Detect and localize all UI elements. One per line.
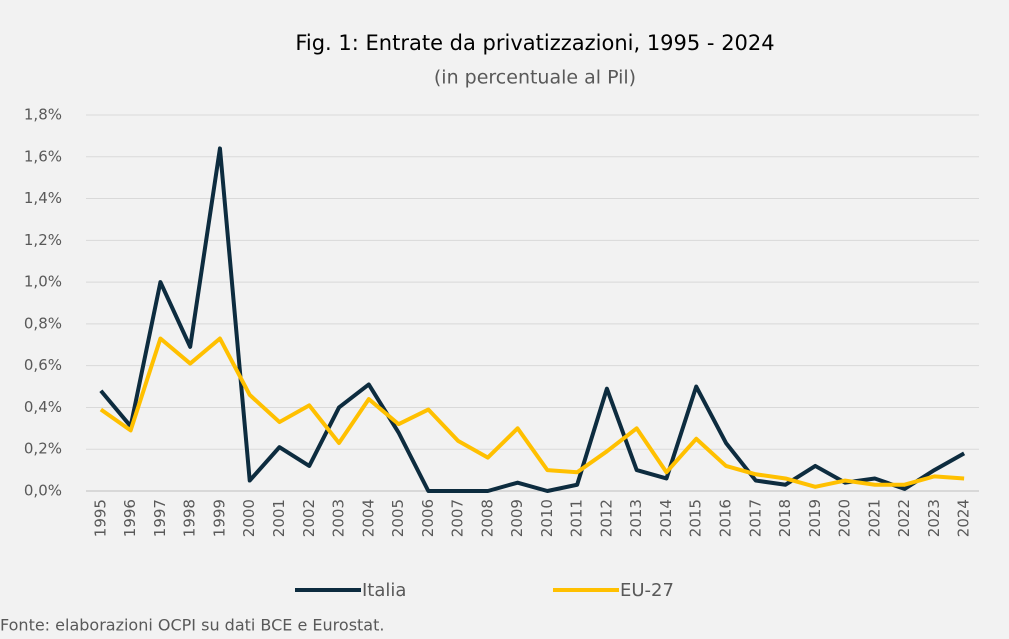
- x-tick-label: 1998: [181, 499, 199, 537]
- y-tick-label: 1,6%: [24, 147, 62, 165]
- x-tick-label: 2015: [687, 499, 705, 537]
- x-tick-label: 2010: [538, 499, 556, 537]
- x-tick-label: 2022: [895, 499, 913, 537]
- x-tick-label: 2007: [449, 499, 467, 537]
- x-tick-label: 2014: [657, 499, 675, 537]
- y-tick-label: 1,4%: [24, 189, 62, 207]
- x-tick-label: 2012: [597, 499, 615, 537]
- series-line: [99, 146, 966, 493]
- x-tick-label: 2006: [419, 499, 437, 537]
- chart-subtitle: (in percentuale al Pil): [434, 67, 636, 89]
- x-tick-label: 2001: [270, 499, 288, 537]
- legend-label: EU-27: [620, 580, 674, 601]
- x-tick-label: 2017: [746, 499, 764, 537]
- source-note: Fonte: elaborazioni OCPI su dati BCE e E…: [0, 616, 384, 635]
- x-tick-label: 2018: [776, 499, 794, 537]
- x-tick-label: 1999: [210, 499, 228, 537]
- x-tick-label: 2013: [627, 499, 645, 537]
- x-tick-label: 2011: [568, 499, 586, 537]
- x-tick-label: 2002: [300, 499, 318, 537]
- x-tick-label: 1997: [151, 499, 169, 537]
- legend-label: Italia: [362, 580, 406, 601]
- y-tick-label: 0,8%: [24, 314, 62, 332]
- x-tick-label: 2024: [955, 499, 973, 537]
- y-tick-label: 1,0%: [24, 273, 62, 291]
- x-tick-label: 2003: [330, 499, 348, 537]
- y-tick-label: 0,2%: [24, 440, 62, 458]
- x-tick-label: 2009: [508, 499, 526, 537]
- series-line: [99, 336, 965, 489]
- y-tick-label: 1,2%: [24, 231, 62, 249]
- x-tick-label: 2021: [865, 499, 883, 537]
- y-tick-label: 1,8%: [24, 106, 62, 124]
- x-tick-label: 2004: [359, 499, 377, 537]
- x-tick-label: 2000: [240, 499, 258, 537]
- x-tick-label: 2019: [806, 499, 824, 537]
- chart-title: Fig. 1: Entrate da privatizzazioni, 1995…: [295, 31, 774, 55]
- y-tick-label: 0,4%: [24, 398, 62, 416]
- x-tick-label: 2008: [478, 499, 496, 537]
- x-tick-label: 2005: [389, 499, 407, 537]
- y-tick-label: 0,6%: [24, 356, 62, 374]
- x-tick-label: 1996: [121, 499, 139, 537]
- x-tick-label: 2016: [716, 499, 734, 537]
- x-tick-label: 2020: [836, 499, 854, 537]
- x-tick-label: 1995: [91, 499, 109, 537]
- y-tick-label: 0,0%: [24, 482, 62, 500]
- x-tick-label: 2023: [925, 499, 943, 537]
